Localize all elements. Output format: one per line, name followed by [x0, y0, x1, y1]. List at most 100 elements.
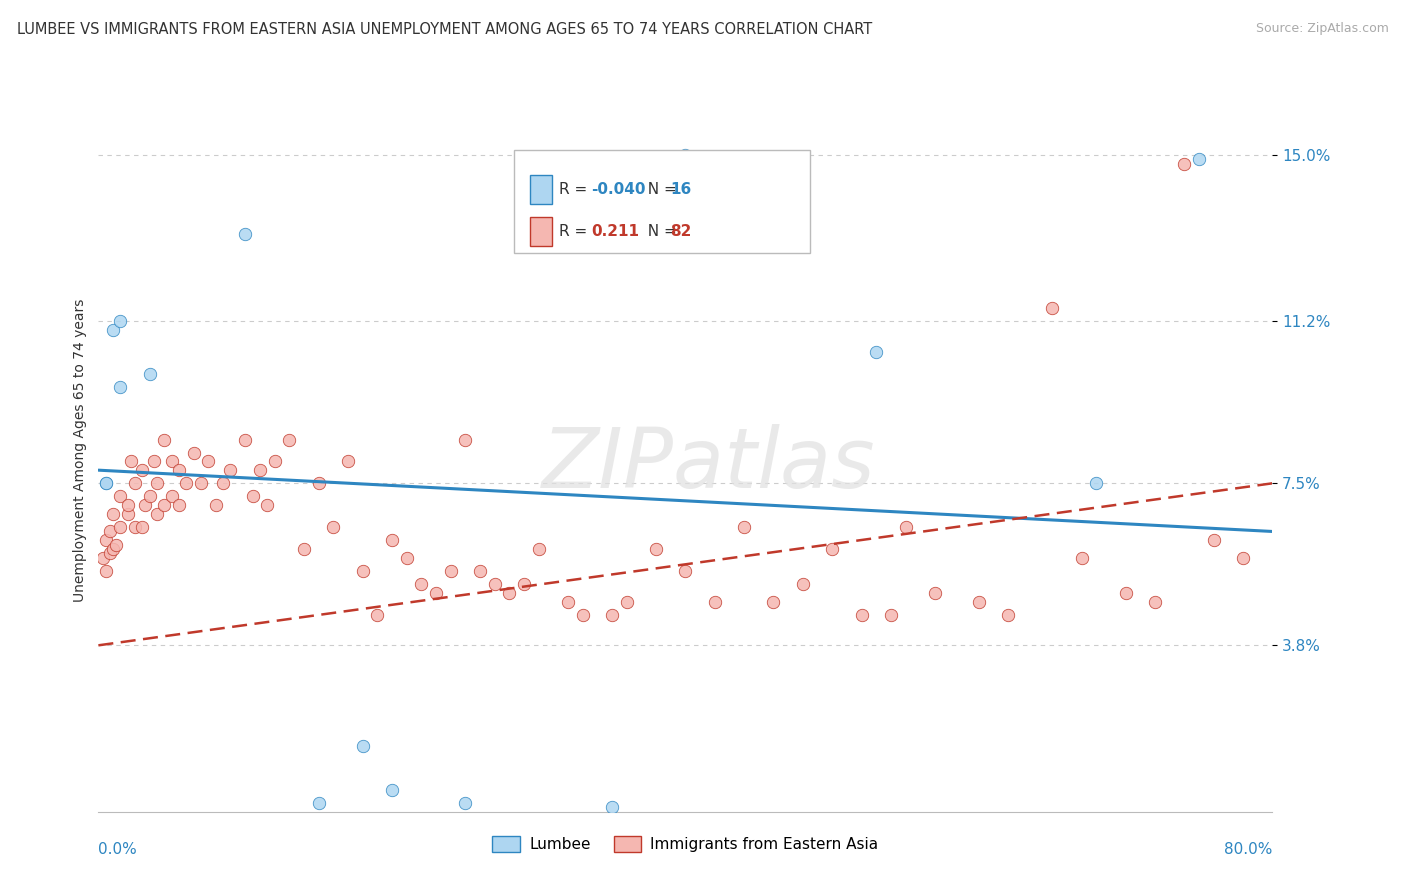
Point [513, 577, 536, 591]
Point [821, 541, 844, 556]
Text: 0.0%: 0.0% [98, 842, 138, 857]
Point [792, 577, 814, 591]
Point [645, 541, 668, 556]
Point [557, 594, 579, 608]
Point [94, 476, 117, 491]
Point [176, 476, 198, 491]
Point [967, 594, 990, 608]
Point [124, 476, 146, 491]
Point [352, 739, 374, 753]
Text: 0.211: 0.211 [592, 224, 640, 239]
Point [256, 498, 278, 512]
Point [139, 367, 162, 381]
Point [1085, 476, 1108, 491]
Point [851, 607, 873, 622]
Text: 82: 82 [671, 224, 692, 239]
Point [134, 498, 156, 512]
Point [219, 463, 242, 477]
Point [865, 345, 887, 359]
Point [146, 507, 169, 521]
Point [322, 520, 344, 534]
Point [153, 498, 176, 512]
Point [454, 433, 477, 447]
Point [153, 433, 176, 447]
Point [143, 454, 166, 468]
Point [117, 498, 139, 512]
Point [395, 550, 418, 565]
Text: R =: R = [558, 183, 592, 197]
Text: N =: N = [638, 183, 682, 197]
Point [110, 490, 132, 504]
Point [94, 564, 117, 578]
Point [411, 577, 433, 591]
Point [468, 564, 491, 578]
Point [233, 227, 256, 241]
Point [440, 564, 463, 578]
Point [124, 520, 146, 534]
Point [131, 520, 153, 534]
Point [101, 323, 124, 337]
Point [762, 594, 785, 608]
Point [733, 520, 755, 534]
Point [1144, 594, 1167, 608]
Point [352, 564, 374, 578]
Point [167, 463, 190, 477]
Point [675, 148, 697, 162]
Text: -0.040: -0.040 [592, 183, 645, 197]
Text: LUMBEE VS IMMIGRANTS FROM EASTERN ASIA UNEMPLOYMENT AMONG AGES 65 TO 74 YEARS CO: LUMBEE VS IMMIGRANTS FROM EASTERN ASIA U… [17, 22, 872, 37]
Point [160, 454, 183, 468]
Point [600, 607, 623, 622]
Point [498, 586, 520, 600]
Point [308, 476, 330, 491]
Point [278, 433, 301, 447]
Text: N =: N = [638, 224, 682, 239]
Point [997, 607, 1019, 622]
Point [454, 796, 477, 810]
Point [381, 782, 404, 797]
Point [1232, 550, 1254, 565]
Point [242, 490, 264, 504]
Point [1070, 550, 1092, 565]
Point [1188, 153, 1211, 167]
Point [101, 507, 124, 521]
Point [1173, 156, 1195, 170]
Point [308, 796, 330, 810]
Point [249, 463, 271, 477]
Text: Source: ZipAtlas.com: Source: ZipAtlas.com [1256, 22, 1389, 36]
Point [233, 433, 256, 447]
Point [160, 490, 183, 504]
Point [1040, 301, 1063, 315]
Point [110, 380, 132, 394]
Point [616, 594, 638, 608]
Y-axis label: Unemployment Among Ages 65 to 74 years: Unemployment Among Ages 65 to 74 years [73, 299, 87, 602]
Text: 80.0%: 80.0% [1225, 842, 1272, 857]
Point [131, 463, 153, 477]
Point [146, 476, 169, 491]
Point [675, 564, 697, 578]
Point [600, 800, 623, 814]
Point [292, 541, 315, 556]
Point [425, 586, 447, 600]
Point [110, 314, 132, 328]
Point [94, 533, 117, 548]
Point [1202, 533, 1225, 548]
Point [527, 541, 550, 556]
Point [924, 586, 946, 600]
Legend: Lumbee, Immigrants from Eastern Asia: Lumbee, Immigrants from Eastern Asia [486, 830, 884, 858]
Point [212, 476, 235, 491]
Point [120, 454, 142, 468]
Point [98, 524, 121, 539]
Text: 16: 16 [671, 183, 692, 197]
Point [484, 577, 506, 591]
Point [703, 594, 725, 608]
Point [110, 520, 132, 534]
Point [366, 607, 388, 622]
Point [101, 541, 124, 556]
Point [105, 538, 128, 552]
Text: R =: R = [558, 224, 592, 239]
Point [263, 454, 285, 468]
Point [167, 498, 190, 512]
Point [139, 490, 162, 504]
Point [336, 454, 359, 468]
Point [1115, 586, 1137, 600]
